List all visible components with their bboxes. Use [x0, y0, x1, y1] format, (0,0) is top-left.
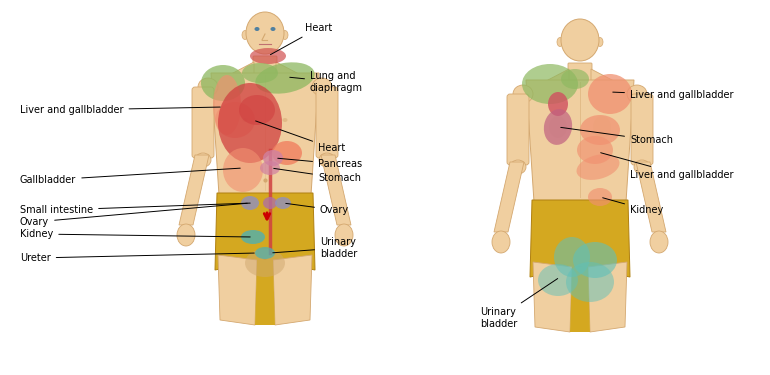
Ellipse shape — [241, 230, 265, 244]
Polygon shape — [179, 155, 209, 225]
Polygon shape — [525, 69, 569, 107]
Text: Ureter: Ureter — [20, 253, 254, 263]
Text: Liver and gallbladder: Liver and gallbladder — [20, 105, 220, 115]
Ellipse shape — [195, 153, 211, 167]
Ellipse shape — [198, 78, 218, 96]
Ellipse shape — [561, 19, 599, 61]
Polygon shape — [494, 162, 524, 232]
Polygon shape — [276, 62, 320, 100]
Ellipse shape — [561, 69, 589, 89]
Polygon shape — [321, 155, 351, 225]
Polygon shape — [570, 267, 590, 332]
Text: Liver and gallbladder: Liver and gallbladder — [601, 153, 734, 180]
Ellipse shape — [544, 109, 572, 145]
Ellipse shape — [239, 95, 275, 125]
Ellipse shape — [580, 115, 620, 145]
Ellipse shape — [223, 148, 263, 192]
Ellipse shape — [272, 141, 302, 165]
Ellipse shape — [177, 224, 195, 246]
Ellipse shape — [243, 118, 247, 122]
FancyBboxPatch shape — [568, 63, 592, 83]
Text: Heart: Heart — [256, 121, 345, 153]
Ellipse shape — [588, 74, 632, 114]
Text: Pancreas: Pancreas — [278, 158, 362, 169]
Ellipse shape — [627, 85, 647, 103]
Ellipse shape — [557, 38, 563, 46]
Polygon shape — [533, 262, 572, 332]
Ellipse shape — [241, 196, 259, 210]
Ellipse shape — [246, 12, 284, 54]
Text: Ovary: Ovary — [20, 203, 247, 227]
Ellipse shape — [492, 231, 510, 253]
Ellipse shape — [577, 136, 613, 164]
Ellipse shape — [513, 85, 533, 103]
Ellipse shape — [566, 262, 614, 302]
Ellipse shape — [245, 249, 285, 277]
Ellipse shape — [201, 65, 245, 101]
Ellipse shape — [522, 64, 578, 104]
Ellipse shape — [549, 116, 567, 138]
Polygon shape — [588, 262, 627, 332]
Text: Kidney: Kidney — [603, 198, 663, 215]
Text: Kidney: Kidney — [20, 229, 250, 239]
Text: Lung and
diaphragm: Lung and diaphragm — [290, 71, 363, 93]
Ellipse shape — [263, 197, 277, 209]
Text: Urinary
bladder: Urinary bladder — [273, 237, 357, 259]
Text: Liver and gallbladder: Liver and gallbladder — [613, 90, 734, 100]
Ellipse shape — [554, 237, 590, 277]
Ellipse shape — [242, 30, 248, 39]
Text: Small intestine: Small intestine — [20, 203, 250, 215]
FancyBboxPatch shape — [631, 94, 653, 165]
Ellipse shape — [213, 75, 241, 135]
Text: Heart: Heart — [270, 23, 332, 55]
FancyBboxPatch shape — [316, 87, 338, 158]
Polygon shape — [530, 200, 630, 277]
Polygon shape — [215, 193, 315, 270]
Ellipse shape — [218, 83, 282, 163]
Ellipse shape — [634, 160, 650, 174]
Polygon shape — [210, 62, 254, 100]
Ellipse shape — [335, 224, 353, 246]
Ellipse shape — [588, 188, 612, 206]
Ellipse shape — [255, 27, 259, 31]
Text: Stomach: Stomach — [561, 128, 673, 145]
Ellipse shape — [319, 153, 335, 167]
FancyBboxPatch shape — [507, 94, 529, 165]
Ellipse shape — [597, 38, 603, 46]
Ellipse shape — [256, 62, 315, 94]
Ellipse shape — [548, 92, 568, 116]
Ellipse shape — [255, 247, 275, 259]
Ellipse shape — [242, 63, 278, 83]
Ellipse shape — [577, 154, 620, 180]
FancyBboxPatch shape — [192, 87, 214, 158]
Ellipse shape — [538, 264, 578, 296]
Text: Ovary: Ovary — [286, 203, 349, 215]
Ellipse shape — [593, 116, 611, 138]
Ellipse shape — [250, 48, 286, 64]
Ellipse shape — [263, 150, 283, 166]
Text: Gallbladder: Gallbladder — [20, 168, 240, 185]
Polygon shape — [636, 162, 666, 232]
Ellipse shape — [215, 102, 255, 138]
Text: Stomach: Stomach — [274, 168, 361, 183]
Ellipse shape — [275, 197, 291, 209]
Ellipse shape — [283, 118, 287, 122]
Polygon shape — [218, 255, 257, 325]
FancyBboxPatch shape — [253, 56, 277, 76]
Ellipse shape — [573, 242, 617, 278]
Ellipse shape — [650, 231, 668, 253]
Ellipse shape — [312, 78, 332, 96]
Polygon shape — [211, 73, 319, 195]
Ellipse shape — [282, 30, 288, 39]
Polygon shape — [255, 260, 275, 325]
Text: Urinary
bladder: Urinary bladder — [480, 279, 557, 329]
Polygon shape — [273, 255, 312, 325]
Polygon shape — [591, 69, 635, 107]
Ellipse shape — [270, 27, 276, 31]
Ellipse shape — [510, 160, 526, 174]
Ellipse shape — [260, 161, 280, 175]
Polygon shape — [526, 80, 634, 202]
